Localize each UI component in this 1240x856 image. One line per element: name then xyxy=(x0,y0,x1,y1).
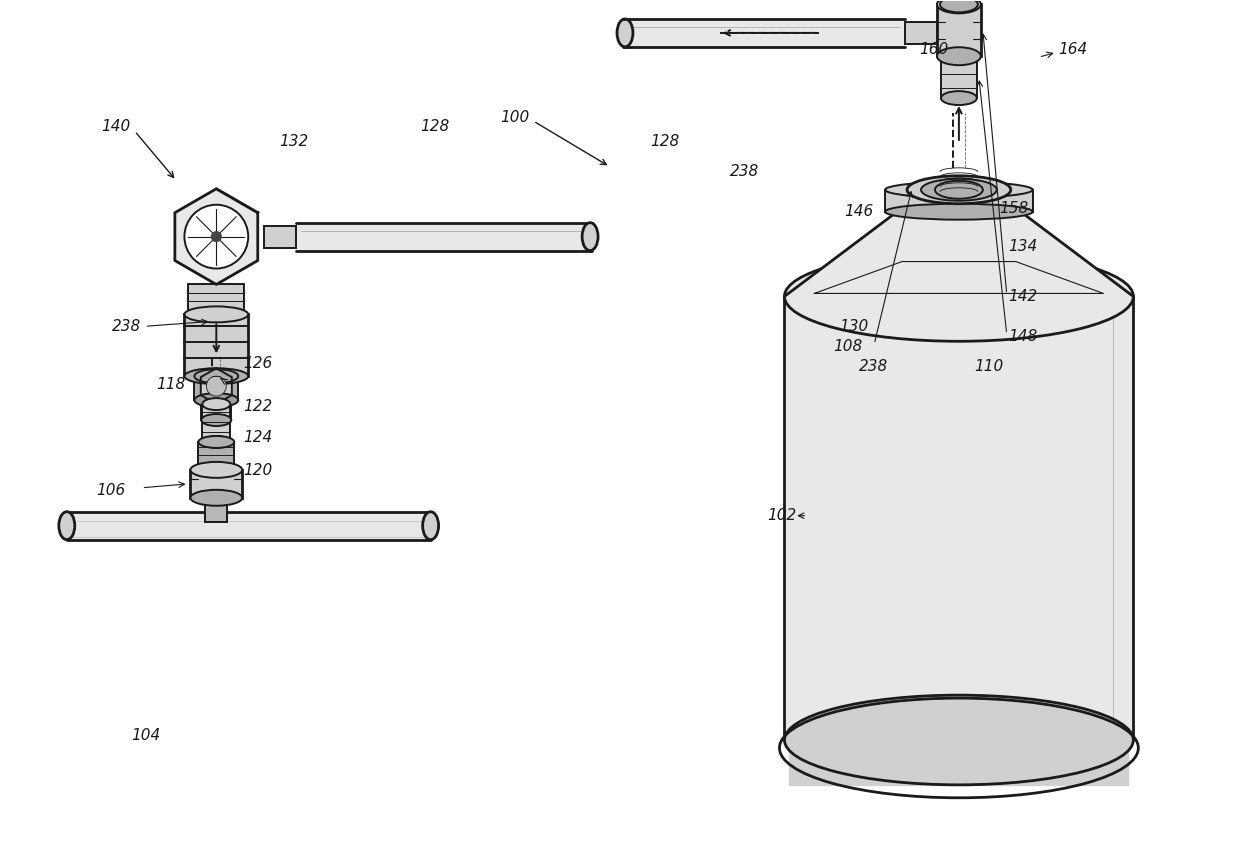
Ellipse shape xyxy=(618,19,632,47)
Ellipse shape xyxy=(582,223,598,251)
Bar xyxy=(885,190,1033,211)
Bar xyxy=(188,284,244,314)
Ellipse shape xyxy=(185,205,248,269)
Ellipse shape xyxy=(195,393,238,407)
Bar xyxy=(195,376,238,400)
Bar xyxy=(905,22,937,44)
Ellipse shape xyxy=(785,252,1133,342)
Text: 134: 134 xyxy=(1008,239,1038,254)
Ellipse shape xyxy=(423,512,439,539)
Ellipse shape xyxy=(195,369,238,383)
Text: 130: 130 xyxy=(839,318,868,334)
Polygon shape xyxy=(175,189,258,284)
Polygon shape xyxy=(785,211,1133,296)
Ellipse shape xyxy=(937,47,981,65)
Ellipse shape xyxy=(198,436,234,448)
Polygon shape xyxy=(201,368,232,404)
Text: 164: 164 xyxy=(1059,42,1087,56)
Ellipse shape xyxy=(201,414,232,426)
Text: 120: 120 xyxy=(243,463,273,479)
Ellipse shape xyxy=(58,512,74,539)
Ellipse shape xyxy=(937,0,981,14)
Bar xyxy=(937,4,981,56)
Text: 128: 128 xyxy=(420,120,450,134)
Bar xyxy=(202,404,231,442)
Text: 146: 146 xyxy=(844,205,873,219)
Text: 238: 238 xyxy=(859,359,889,374)
Text: 238: 238 xyxy=(729,164,759,180)
Ellipse shape xyxy=(940,0,978,12)
Text: 100: 100 xyxy=(501,110,529,124)
Bar xyxy=(941,56,977,98)
Text: 238: 238 xyxy=(112,318,141,334)
Ellipse shape xyxy=(185,368,248,384)
Text: 102: 102 xyxy=(768,508,797,523)
Ellipse shape xyxy=(885,181,1033,198)
Bar xyxy=(201,400,232,420)
Ellipse shape xyxy=(941,50,977,63)
Ellipse shape xyxy=(191,490,242,506)
Text: 106: 106 xyxy=(97,484,126,498)
Ellipse shape xyxy=(908,175,1011,204)
Ellipse shape xyxy=(885,204,1033,220)
Text: 142: 142 xyxy=(1008,289,1038,304)
Text: 126: 126 xyxy=(243,356,273,371)
Text: 108: 108 xyxy=(833,339,863,354)
Bar xyxy=(191,470,242,498)
Text: 140: 140 xyxy=(102,120,131,134)
Ellipse shape xyxy=(785,695,1133,785)
Bar xyxy=(185,314,248,376)
Text: 160: 160 xyxy=(919,42,949,56)
Ellipse shape xyxy=(206,376,226,396)
Text: 124: 124 xyxy=(243,431,273,445)
Bar xyxy=(264,226,296,247)
Bar xyxy=(198,442,234,470)
Text: 110: 110 xyxy=(973,359,1003,374)
Ellipse shape xyxy=(198,464,234,476)
Bar xyxy=(206,498,227,521)
Text: 132: 132 xyxy=(279,134,309,150)
Ellipse shape xyxy=(185,306,248,323)
Ellipse shape xyxy=(202,436,231,448)
Ellipse shape xyxy=(211,232,221,241)
Ellipse shape xyxy=(191,462,242,478)
Ellipse shape xyxy=(941,91,977,105)
Text: 158: 158 xyxy=(998,201,1028,217)
Ellipse shape xyxy=(935,181,983,199)
Text: 128: 128 xyxy=(650,134,680,150)
Text: 104: 104 xyxy=(131,728,161,742)
Text: 122: 122 xyxy=(243,399,273,413)
Text: 118: 118 xyxy=(156,377,186,392)
Ellipse shape xyxy=(202,398,231,410)
Ellipse shape xyxy=(921,179,997,201)
Bar xyxy=(940,0,978,4)
Text: 148: 148 xyxy=(1008,329,1038,344)
